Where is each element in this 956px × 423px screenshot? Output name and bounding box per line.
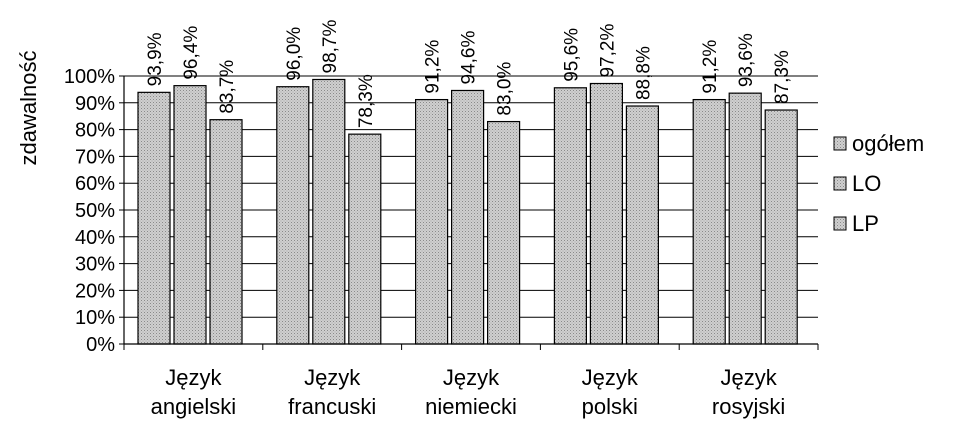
legend-swatch	[833, 216, 847, 231]
x-tick-label: Język	[443, 365, 500, 390]
x-tick-label: Język	[582, 365, 639, 390]
bar	[728, 92, 762, 345]
data-label: 83,7%	[217, 60, 238, 114]
y-tick-label: 30%	[75, 254, 115, 276]
data-label: 98,7%	[320, 20, 341, 74]
y-tick-label: 10%	[75, 307, 115, 329]
y-tick-label: 50%	[75, 200, 115, 222]
data-label: 78,3%	[356, 74, 377, 128]
bar	[451, 89, 485, 345]
y-tick-label: 80%	[75, 120, 115, 142]
bar	[553, 87, 588, 345]
legend-label: LO	[852, 171, 881, 196]
data-label: 88,8%	[633, 46, 654, 100]
legend: ogółem LO LP	[833, 131, 924, 236]
data-label: 96,4%	[181, 26, 202, 80]
y-tick-label: 20%	[75, 280, 115, 302]
bar	[312, 78, 346, 345]
y-axis-label: zdawalność	[16, 51, 41, 166]
data-label: 91,2%	[700, 40, 721, 94]
axes: 0% 10% 20% 30% 40% 50% 60% 70% 80% 90% 100% Język an…	[64, 66, 819, 419]
legend-label: LP	[852, 211, 879, 236]
bar	[764, 109, 798, 345]
data-labels: 93,9% 96,0% 91,2% 95,6% 91,2% 96,4% 98,7% 94,6%…	[145, 20, 793, 129]
y-tick-label: 100%	[64, 66, 115, 88]
x-tick-label: angielski	[151, 394, 237, 419]
bar	[692, 98, 726, 345]
y-tick-label: 0%	[86, 334, 115, 356]
bars	[137, 78, 798, 345]
data-label: 91,2%	[423, 40, 444, 94]
legend-swatch	[833, 176, 847, 191]
data-label: 96,0%	[284, 27, 305, 81]
data-label: 95,6%	[561, 28, 582, 82]
data-label: 97,2%	[597, 24, 618, 78]
y-tick-label: 90%	[75, 93, 115, 115]
bar	[276, 86, 310, 345]
x-tick-label: Język	[720, 365, 777, 390]
bar	[625, 105, 660, 345]
legend-swatch	[833, 136, 847, 151]
y-tick-label: 70%	[75, 146, 115, 168]
x-tick-label: polski	[582, 394, 638, 419]
x-tick-label: niemiecki	[425, 394, 517, 419]
y-tick-label: 40%	[75, 227, 115, 249]
bar	[209, 119, 243, 345]
bar	[348, 133, 382, 345]
data-label: 93,9%	[145, 32, 166, 86]
data-label: 93,6%	[736, 33, 757, 87]
x-tick-label: rosyjski	[712, 394, 785, 419]
x-tick-label: Język	[165, 365, 222, 390]
bar	[173, 85, 207, 345]
data-label: 87,3%	[772, 50, 793, 104]
bar	[137, 91, 171, 345]
legend-label: ogółem	[852, 131, 924, 156]
data-label: 94,6%	[459, 30, 480, 84]
y-tick-label: 60%	[75, 173, 115, 195]
bar	[487, 120, 521, 345]
x-tick-label: francuski	[288, 394, 376, 419]
data-label: 83,0%	[495, 62, 516, 116]
bar	[415, 98, 449, 345]
bar	[589, 82, 624, 345]
x-tick-label: Język	[304, 365, 361, 390]
